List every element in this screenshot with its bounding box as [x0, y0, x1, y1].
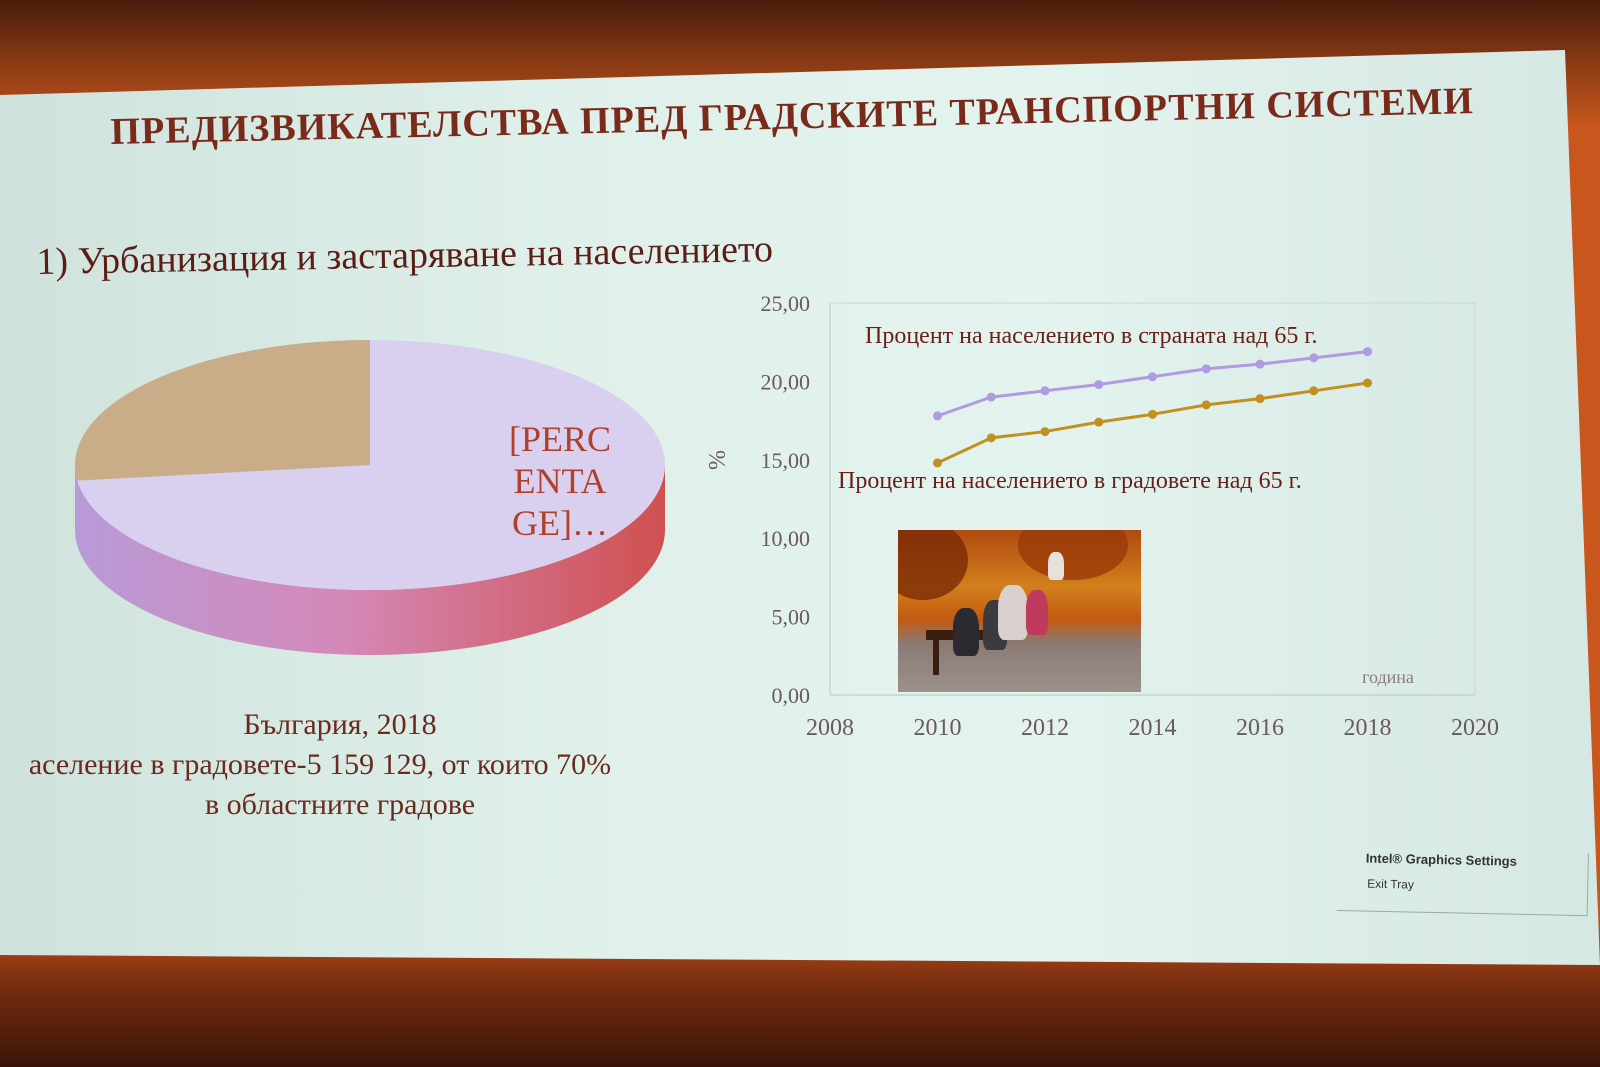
data-point — [1094, 380, 1104, 390]
y-tick-label: 10,00 — [761, 526, 811, 551]
x-tick-label: 2014 — [1129, 715, 1177, 741]
data-point — [1201, 364, 1211, 374]
series-line-country — [937, 350, 1368, 418]
photo-person — [1048, 552, 1064, 580]
data-point — [1040, 386, 1050, 396]
pie-percentage-label: [PERC ENTA GE]… — [480, 418, 640, 544]
data-point — [933, 458, 942, 468]
data-point — [1363, 347, 1372, 357]
photo-person — [998, 585, 1028, 640]
data-point — [1148, 409, 1157, 419]
x-tick-label: 2018 — [1344, 715, 1392, 741]
pie-slice-minor — [74, 340, 370, 481]
data-point — [933, 411, 942, 421]
pie-side — [75, 465, 665, 655]
intel-tray-exit[interactable]: Exit Tray — [1367, 876, 1415, 892]
intel-graphics-tray: Intel® Graphics Settings Exit Tray — [1336, 848, 1589, 917]
legend-cities-label: Процент на населението в градовете над 6… — [838, 468, 1302, 494]
elderly-park-photo — [898, 530, 1141, 692]
data-point — [1201, 400, 1211, 410]
data-point — [1094, 417, 1104, 427]
caption-regional-cities: в областните градове — [204, 788, 476, 821]
data-point — [986, 433, 996, 443]
data-point — [1255, 359, 1265, 369]
data-point — [1255, 394, 1265, 404]
x-axis-label: година — [1362, 667, 1414, 687]
pie-label-line: ENTA — [513, 461, 607, 501]
y-axis-label: % — [705, 450, 731, 470]
pie-label-line: [PERC — [508, 419, 612, 459]
data-point — [986, 392, 996, 402]
pie-chart — [70, 320, 690, 670]
line-chart: 0,00 5,00 10,00 15,00 20,00 25,00 2008 2010 201… — [705, 291, 1499, 741]
x-tick-label: 2016 — [1236, 715, 1284, 741]
x-tick-label: 2012 — [1021, 715, 1069, 741]
y-tick-label: 25,00 — [761, 291, 811, 316]
legend-country-label: Процент на населението в страната над 65… — [865, 323, 1317, 349]
x-tick-label: 2008 — [806, 715, 854, 741]
data-point — [1040, 427, 1050, 437]
pie-label-line: GE]… — [512, 503, 608, 543]
caption-population: аселение в градовете-5 159 129, от които… — [28, 748, 612, 781]
y-tick-label: 20,00 — [761, 369, 811, 394]
data-point — [1309, 353, 1319, 363]
x-tick-label: 2010 — [914, 715, 962, 741]
photo-person — [1026, 590, 1048, 635]
intel-tray-title[interactable]: Intel® Graphics Settings — [1365, 850, 1518, 869]
pie-caption: България, 2018 аселение в градовете-5 15… — [0, 705, 680, 825]
photo-person — [953, 608, 979, 656]
x-tick-label: 2020 — [1451, 715, 1499, 741]
data-point — [1363, 378, 1372, 388]
y-tick-label: 0,00 — [772, 683, 811, 708]
caption-country-year: България, 2018 — [243, 708, 437, 741]
photo-bench-leg — [933, 640, 939, 675]
photo-tree — [898, 530, 968, 600]
photo-tree — [1018, 530, 1128, 580]
y-tick-label: 15,00 — [761, 448, 811, 473]
data-point — [1309, 386, 1319, 396]
y-tick-label: 5,00 — [772, 605, 811, 630]
data-point — [1148, 372, 1157, 382]
